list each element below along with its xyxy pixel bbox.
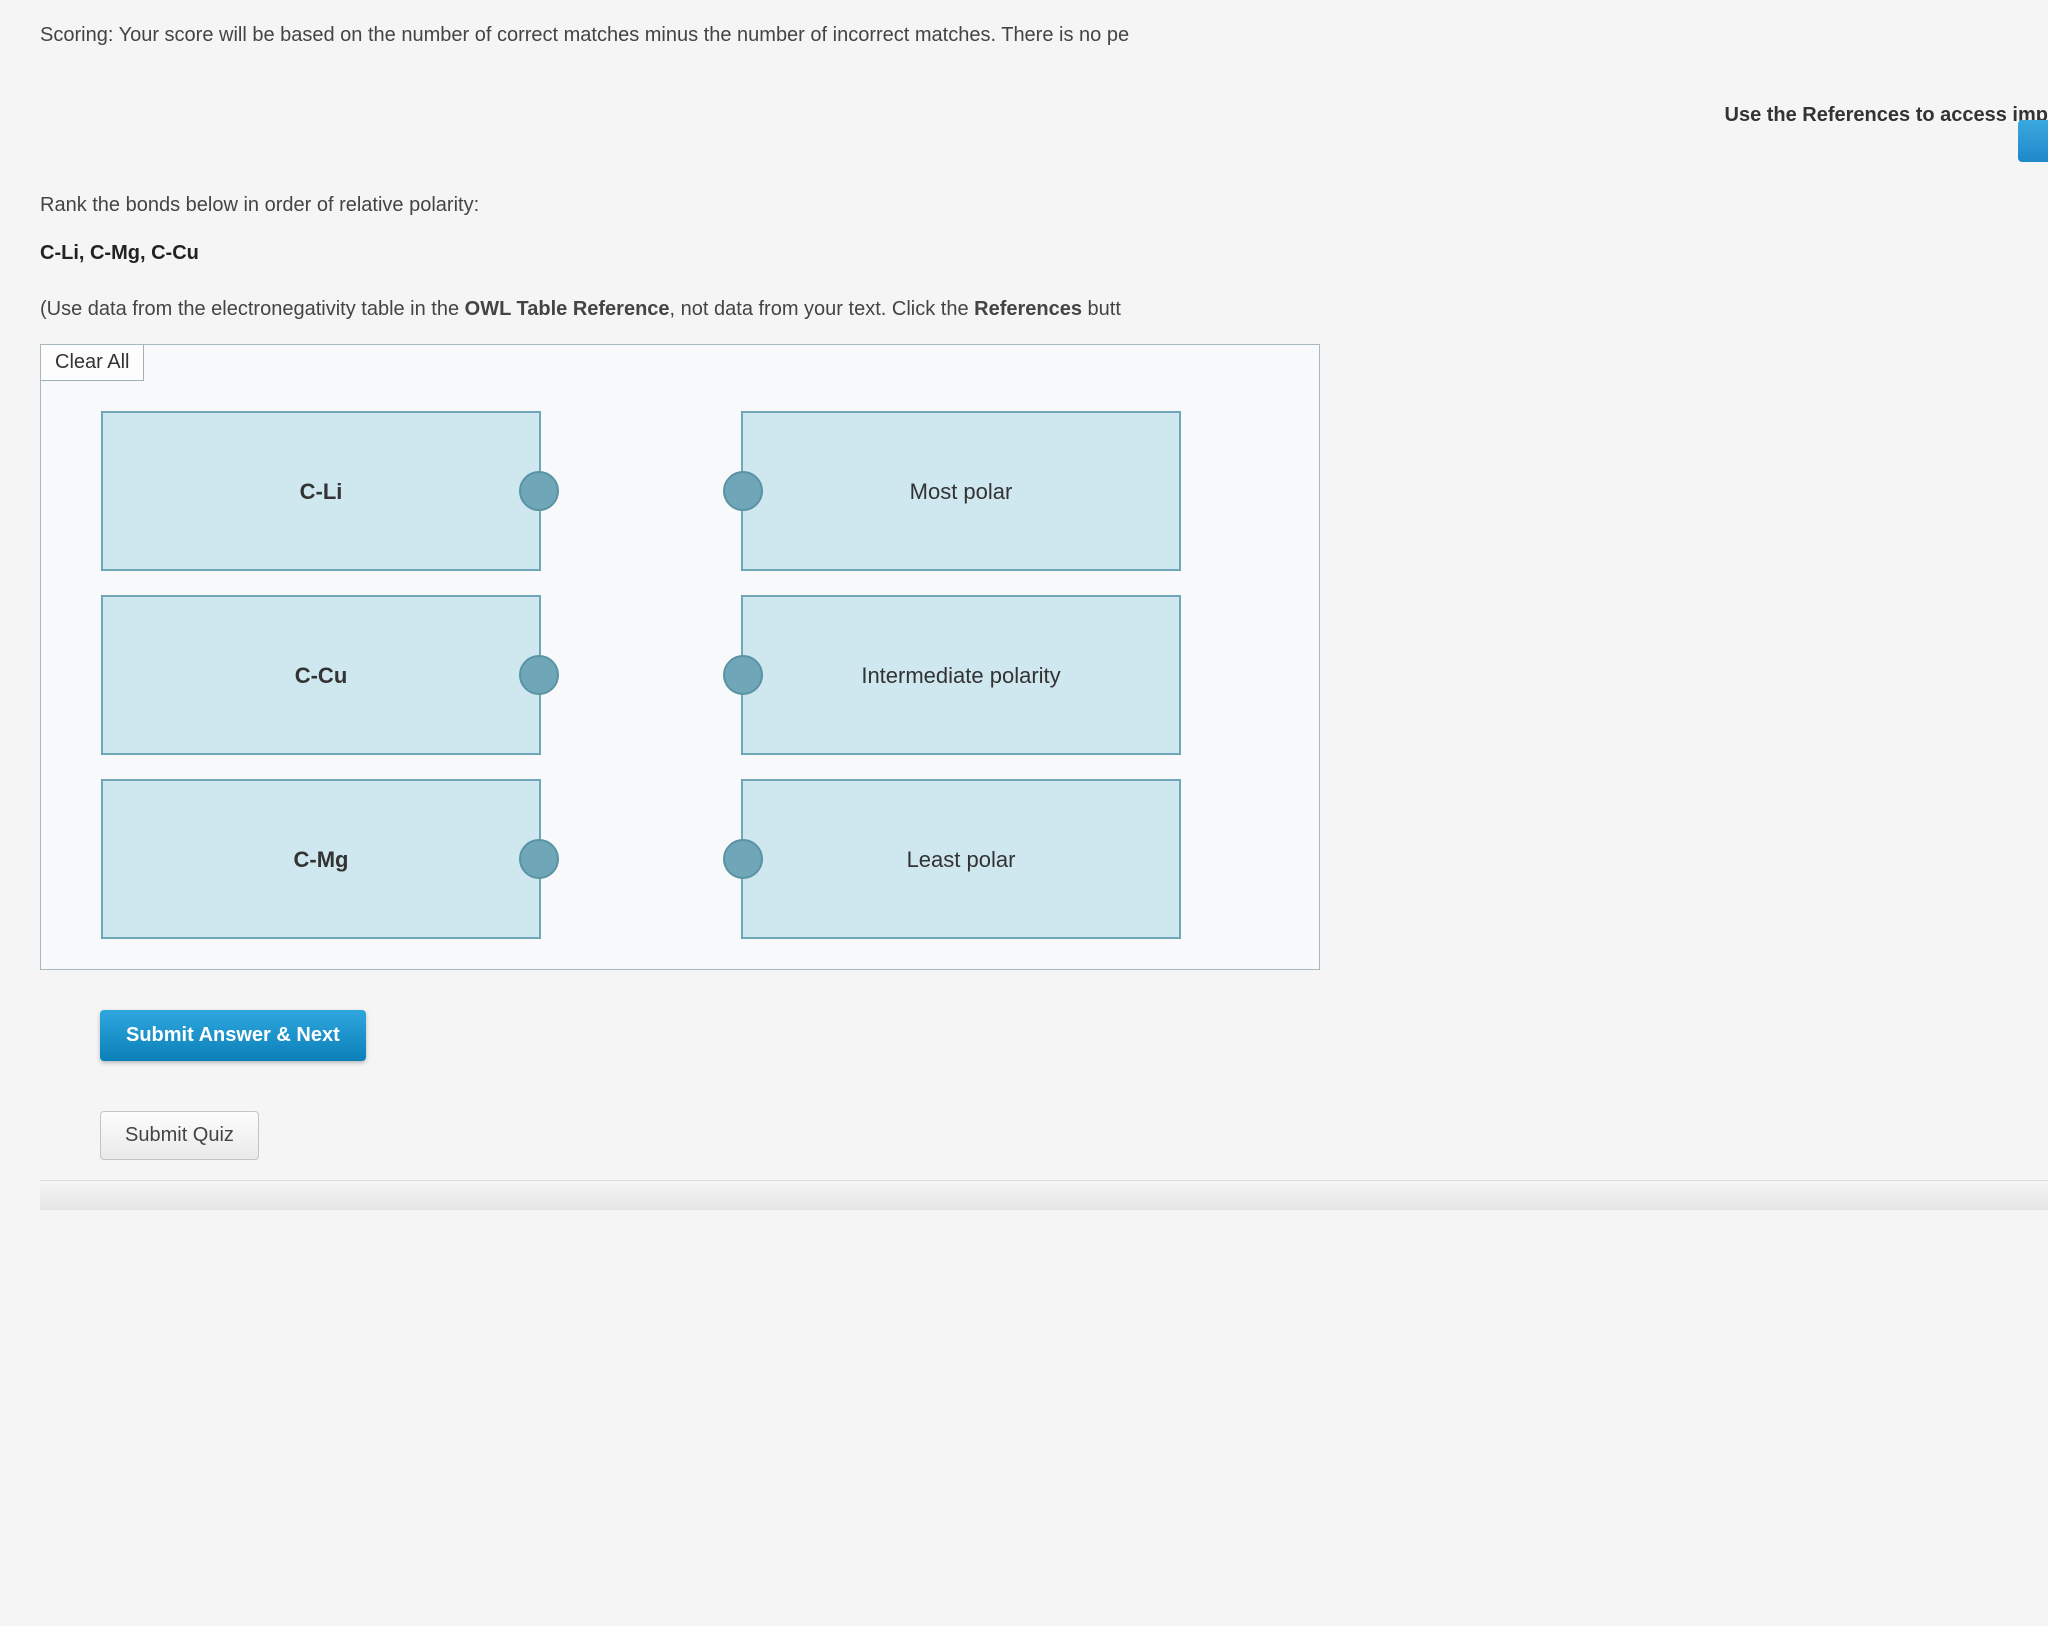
submit-quiz-button[interactable]: Submit Quiz	[100, 1111, 259, 1160]
connector-nub-icon	[519, 655, 559, 695]
tile-label: C-Mg	[294, 843, 349, 876]
right-column: Most polar Intermediate polarity Least p…	[741, 411, 1181, 939]
tile-label: Most polar	[910, 475, 1013, 508]
question-bonds: C-Li, C-Mg, C-Cu	[40, 238, 2048, 268]
scoring-text: Scoring: Your score will be based on the…	[40, 20, 2048, 50]
match-area: C-Li C-Cu C-Mg Most polar Intermediate p…	[41, 381, 1319, 949]
question-prompt: Rank the bonds below in order of relativ…	[40, 190, 2048, 220]
tile-label: C-Cu	[295, 659, 348, 692]
connector-nub-icon	[723, 839, 763, 879]
tile-label: Least polar	[907, 843, 1016, 876]
connector-nub-icon	[723, 655, 763, 695]
matching-container: Clear All C-Li C-Cu C-Mg Most polar	[40, 344, 1320, 970]
footer-bar	[40, 1180, 2048, 1210]
references-button-partial[interactable]	[2018, 120, 2048, 162]
draggable-tile[interactable]: C-Li	[101, 411, 541, 571]
question-block: Rank the bonds below in order of relativ…	[40, 190, 2048, 324]
draggable-tile[interactable]: C-Mg	[101, 779, 541, 939]
note-text-before: (Use data from the electronegativity tab…	[40, 298, 465, 320]
note-bold-owl: OWL Table Reference	[465, 298, 670, 320]
clear-all-button[interactable]: Clear All	[41, 345, 144, 381]
drop-target-tile[interactable]: Least polar	[741, 779, 1181, 939]
connector-nub-icon	[519, 471, 559, 511]
connector-nub-icon	[723, 471, 763, 511]
drop-target-tile[interactable]: Intermediate polarity	[741, 595, 1181, 755]
note-text-mid: , not data from your text. Click the	[670, 298, 975, 320]
question-note: (Use data from the electronegativity tab…	[40, 294, 2048, 324]
note-text-after: butt	[1082, 298, 1121, 320]
connector-nub-icon	[519, 839, 559, 879]
submit-answer-next-button[interactable]: Submit Answer & Next	[100, 1010, 366, 1061]
references-hint: Use the References to access imp	[40, 100, 2048, 130]
tile-label: Intermediate polarity	[861, 659, 1060, 692]
left-column: C-Li C-Cu C-Mg	[101, 411, 541, 939]
tile-label: C-Li	[300, 475, 343, 508]
drop-target-tile[interactable]: Most polar	[741, 411, 1181, 571]
note-bold-references: References	[974, 298, 1082, 320]
draggable-tile[interactable]: C-Cu	[101, 595, 541, 755]
